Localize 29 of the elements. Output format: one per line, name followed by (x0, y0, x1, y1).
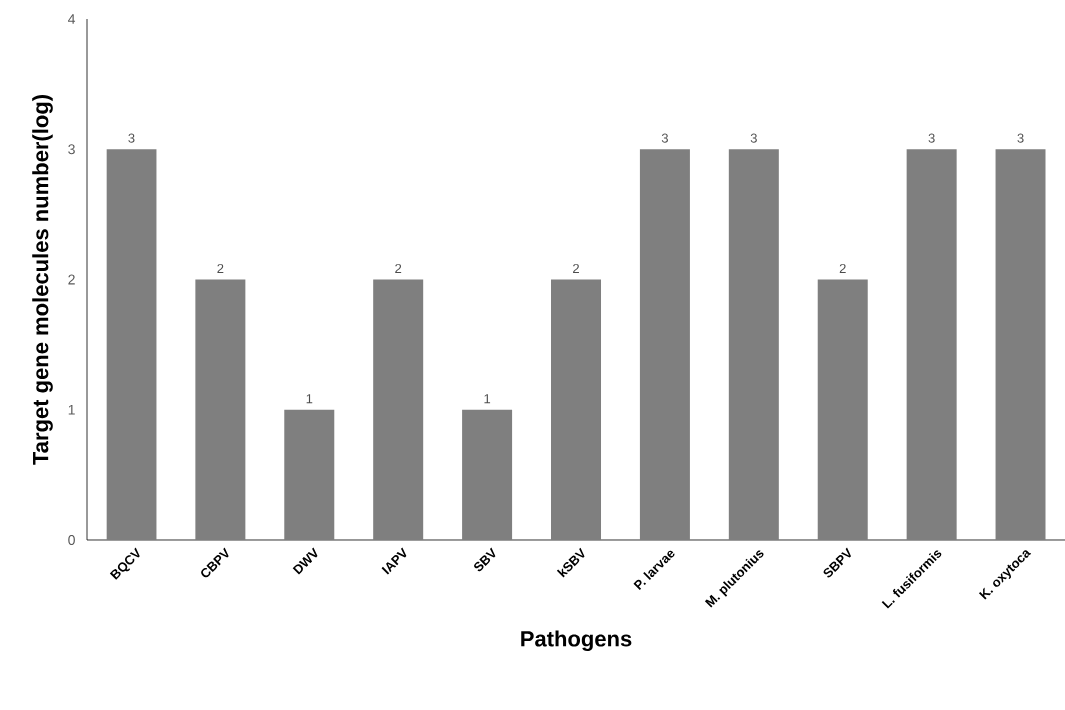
y-tick-label: 3 (68, 144, 75, 155)
bar (462, 409, 513, 540)
data-label: 3 (750, 133, 757, 143)
data-label: 3 (1017, 133, 1024, 143)
y-tick-label: 4 (68, 14, 76, 24)
bar (995, 149, 1046, 540)
data-label: 1 (484, 394, 491, 404)
data-label: 3 (661, 133, 668, 143)
bar (284, 409, 335, 540)
bar (906, 149, 957, 540)
data-label: 2 (573, 263, 579, 273)
y-tick-label: 1 (68, 404, 75, 415)
bar (106, 149, 157, 540)
data-label: 2 (217, 263, 224, 273)
data-label: 1 (306, 394, 313, 404)
data-label: 2 (839, 263, 846, 273)
y-tick-label: 0 (68, 535, 75, 545)
bar (817, 279, 868, 540)
x-axis-title: Pathogens (521, 630, 632, 652)
bar (728, 149, 779, 540)
y-tick-label: 2 (68, 274, 75, 285)
data-label: 2 (395, 263, 402, 273)
bar (373, 279, 424, 540)
data-label: 3 (928, 133, 935, 143)
y-axis-title: Target gene molecules number(log) (32, 95, 53, 465)
bar (195, 279, 246, 540)
bar (551, 279, 602, 540)
data-label: 3 (128, 133, 135, 143)
bar (639, 149, 690, 540)
